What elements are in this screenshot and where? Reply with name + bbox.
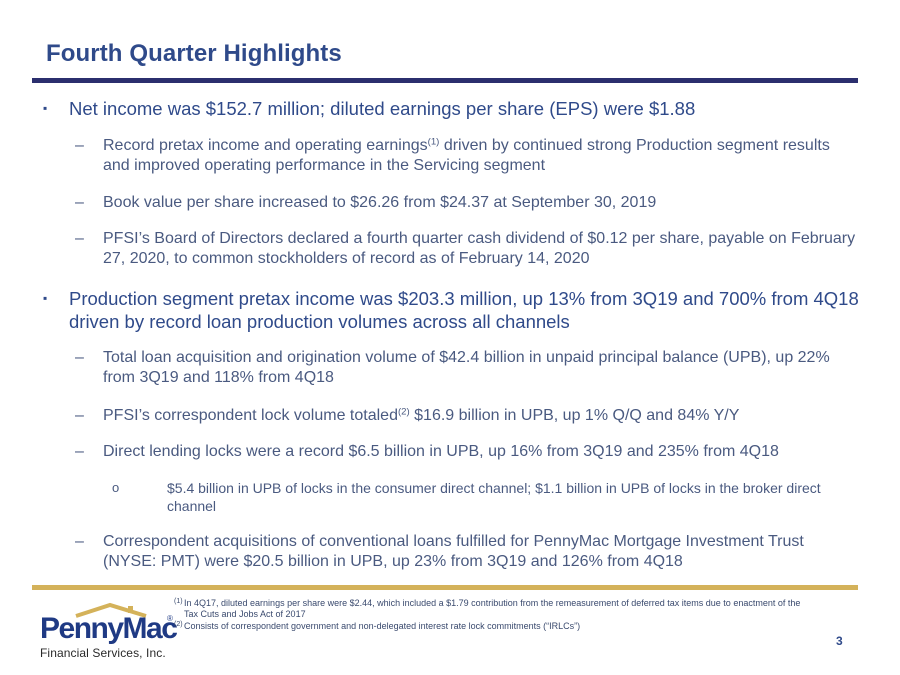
- sub-bullet-correspondent-acquisitions: – Correspondent acquisitions of conventi…: [75, 532, 859, 572]
- sub-bullet-text: Record pretax income and operating earni…: [103, 137, 428, 154]
- page-title: Fourth Quarter Highlights: [46, 40, 342, 67]
- sub-bullet-dividend: – PFSI’s Board of Directors declared a f…: [75, 229, 859, 269]
- footnotes: (1) In 4Q17, diluted earnings per share …: [174, 598, 814, 633]
- dash-bullet-icon: –: [75, 349, 84, 366]
- dash-bullet-icon: –: [75, 194, 84, 211]
- sub-sub-bullet-consumer-direct: o $5.4 billion in UPB of locks in the co…: [112, 479, 827, 515]
- sub-bullet-text: Book value per share increased to $26.26…: [103, 194, 657, 211]
- sub-bullet-text: Correspondent acquisitions of convention…: [103, 533, 804, 570]
- bullet-text: Net income was $152.7 million; diluted e…: [69, 98, 696, 119]
- sub-bullet-record-pretax: – Record pretax income and operating ear…: [75, 136, 859, 176]
- dash-bullet-icon: –: [75, 230, 84, 247]
- bullet-production-segment: ▪ Production segment pretax income was $…: [43, 287, 859, 333]
- sub-bullet-book-value: – Book value per share increased to $26.…: [75, 193, 859, 213]
- sub-bullet-text: Direct lending locks were a record $6.5 …: [103, 443, 779, 460]
- dash-bullet-icon: –: [75, 533, 84, 550]
- registered-mark: ®: [167, 614, 173, 623]
- footnote-mark: (2): [174, 621, 183, 628]
- footnote-text: Consists of correspondent government and…: [184, 621, 581, 631]
- logo-wordmark: PennyMac: [40, 612, 178, 645]
- pennymac-logo: PennyMac ® Financial Services, Inc.: [40, 602, 178, 664]
- footnote-mark: (1): [174, 598, 183, 605]
- dash-bullet-icon: –: [75, 443, 84, 460]
- sub-bullet-text-cont: $16.9 billion in UPB, up 1% Q/Q and 84% …: [409, 407, 740, 424]
- footnote-ref: (1): [427, 136, 440, 148]
- bullet-net-income: ▪ Net income was $152.7 million; diluted…: [43, 97, 859, 120]
- sub-bullet-total-loan: – Total loan acquisition and origination…: [75, 348, 859, 388]
- circle-bullet-icon: o: [112, 480, 120, 495]
- title-divider: [32, 78, 858, 83]
- footnote-text: In 4Q17, diluted earnings per share were…: [184, 598, 801, 619]
- roof-icon: [75, 602, 147, 618]
- dash-bullet-icon: –: [75, 137, 84, 154]
- logo-subtitle: Financial Services, Inc.: [40, 646, 166, 660]
- square-bullet-icon: ▪: [43, 101, 48, 115]
- sub-bullet-text: PFSI’s correspondent lock volume totaled: [103, 407, 398, 424]
- sub-bullet-text: PFSI’s Board of Directors declared a fou…: [103, 230, 856, 267]
- page-number: 3: [836, 634, 843, 648]
- sub-sub-bullet-text: $5.4 billion in UPB of locks in the cons…: [167, 480, 821, 514]
- sub-bullet-text: Total loan acquisition and origination v…: [103, 349, 830, 386]
- footnote-1: (1) In 4Q17, diluted earnings per share …: [174, 598, 814, 620]
- dash-bullet-icon: –: [75, 407, 84, 424]
- square-bullet-icon: ▪: [43, 291, 48, 305]
- bullet-text: Production segment pretax income was $20…: [69, 288, 859, 332]
- footer-divider: [32, 585, 858, 590]
- sub-bullet-direct-lending: – Direct lending locks were a record $6.…: [75, 442, 859, 462]
- footnote-ref: (2): [397, 406, 410, 418]
- sub-bullet-text-cont: driven by continued strong Production se…: [103, 137, 830, 174]
- sub-bullet-correspondent-lock: – PFSI’s correspondent lock volume total…: [75, 406, 859, 426]
- footnote-2: (2) Consists of correspondent government…: [174, 621, 814, 632]
